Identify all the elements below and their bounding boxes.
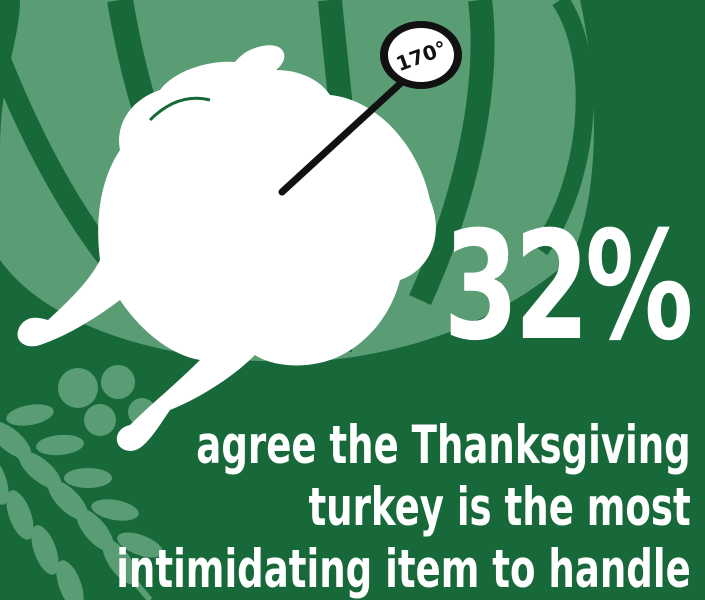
stat-caption: agree the Thanksgiving turkey is the mos… xyxy=(116,415,691,600)
caption-line-2: turkey is the most xyxy=(308,477,691,538)
berries-icon xyxy=(58,365,156,436)
wheat-icon xyxy=(0,404,163,600)
stat-percentage: 32% xyxy=(443,200,693,374)
caption-line-3: intimidating item to handle xyxy=(116,539,691,600)
caption-line-1: agree the Thanksgiving xyxy=(196,415,691,476)
meat-thermometer-icon: 170° xyxy=(278,21,462,196)
